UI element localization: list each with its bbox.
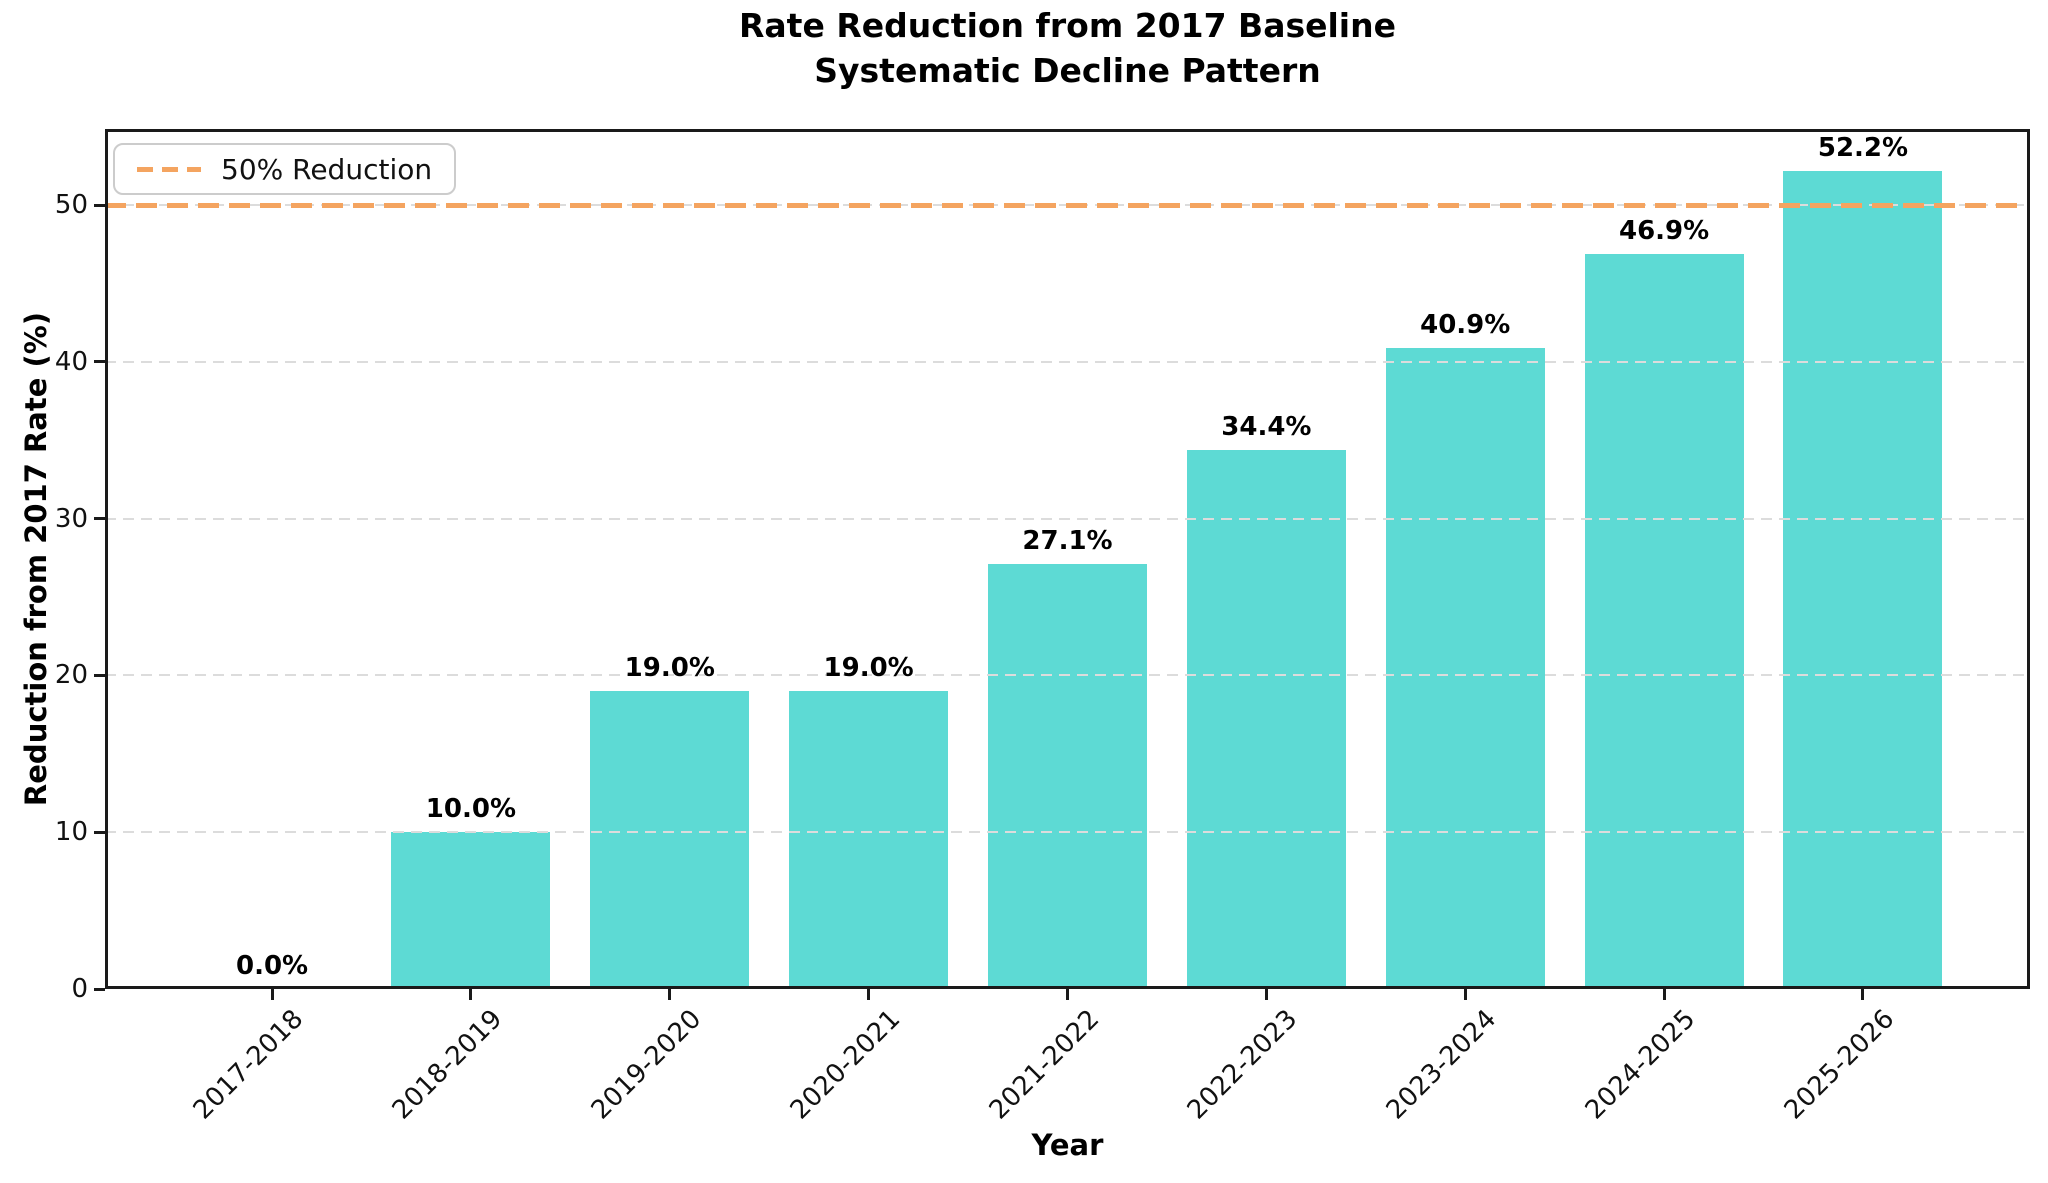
x-tick-label: 2021-2022	[983, 1004, 1105, 1126]
chart-bar	[391, 832, 551, 989]
bar-value-label: 19.0%	[823, 653, 914, 684]
chart-title: Rate Reduction from 2017 Baseline System…	[105, 4, 2030, 94]
x-tick-label: 2017-2018	[187, 1004, 310, 1126]
x-tick	[1264, 989, 1268, 1000]
x-tick	[270, 989, 274, 1000]
x-tick	[1463, 989, 1467, 1000]
gridline	[105, 360, 2030, 363]
y-tick-label: 30	[54, 503, 88, 534]
chart-bar	[1783, 170, 1943, 989]
y-tick	[94, 517, 105, 521]
chart-bar	[1584, 253, 1744, 989]
gridline	[105, 517, 2030, 520]
x-tick-label: 2025-2026	[1778, 1004, 1901, 1126]
chart-title-line2: Systematic Decline Pattern	[814, 50, 1321, 90]
x-tick-label: 2023-2024	[1381, 1004, 1503, 1126]
y-tick-label: 40	[54, 346, 88, 377]
y-tick-label: 0	[71, 974, 88, 1004]
chart-bar	[1186, 449, 1346, 989]
x-tick	[867, 989, 871, 1000]
y-tick-label: 50	[54, 190, 88, 221]
chart-bar	[987, 564, 1148, 989]
chart-title-line1: Rate Reduction from 2017 Baseline	[739, 6, 1396, 45]
bar-value-label: 40.9%	[1420, 309, 1511, 340]
y-tick	[94, 203, 105, 207]
legend-label: 50% Reduction	[221, 152, 433, 186]
reference-line-50pct	[105, 203, 2030, 209]
y-tick	[94, 360, 105, 364]
chart-bar	[789, 691, 949, 989]
x-tick	[668, 989, 672, 1000]
x-tick-label: 2022-2023	[1182, 1004, 1304, 1126]
bar-value-label: 0.0%	[235, 951, 309, 981]
chart-bar	[1385, 347, 1545, 989]
bar-value-label: 34.4%	[1221, 411, 1312, 442]
bar-value-label: 27.1%	[1022, 526, 1113, 557]
x-tick-label: 2018-2019	[386, 1004, 509, 1126]
gridline	[105, 831, 2030, 834]
chart-bar	[590, 691, 750, 989]
x-tick	[1861, 989, 1865, 1000]
plot-area: 0.0% 10.0% 19.0% 19.0% 27.1% 34.4% 40.9% 46.9% 5…	[105, 129, 2030, 989]
x-tick-label: 2019-2020	[585, 1004, 707, 1126]
bar-value-label: 46.9%	[1618, 215, 1710, 246]
bar-value-label: 19.0%	[624, 653, 715, 684]
x-axis-label: Year	[1031, 1128, 1104, 1162]
x-tick-label: 2020-2021	[784, 1004, 906, 1126]
bar-value-label: 10.0%	[425, 794, 517, 825]
bar-value-label: 52.2%	[1817, 132, 1909, 163]
y-tick-label: 10	[54, 817, 88, 848]
y-tick-label: 20	[54, 660, 88, 691]
x-tick	[1662, 989, 1666, 1000]
gridline	[105, 674, 2030, 677]
x-tick-label: 2024-2025	[1579, 1004, 1702, 1126]
y-tick	[94, 673, 105, 677]
y-tick	[94, 830, 105, 834]
legend: 50% Reduction	[113, 143, 457, 195]
x-tick	[1066, 989, 1069, 1000]
x-tick	[469, 989, 473, 1000]
y-tick	[94, 987, 105, 991]
dashed-line-legend-swatch	[137, 166, 201, 172]
